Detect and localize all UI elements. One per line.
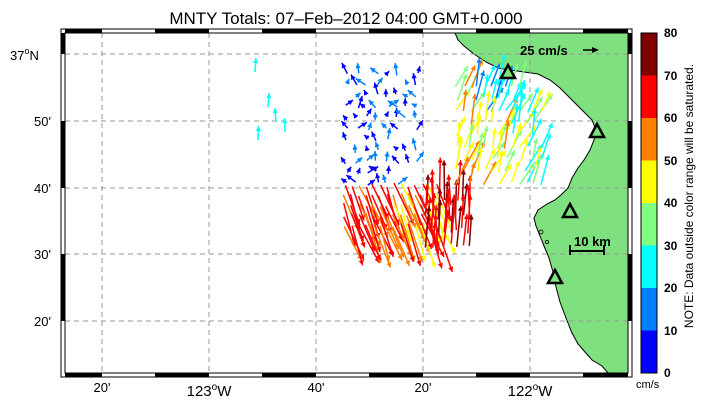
colorbar-tick: 70 <box>664 69 678 83</box>
colorbar-tick: 40 <box>664 196 678 210</box>
colorbar-tick: 0 <box>664 366 671 380</box>
lon-label-122w: 122oW <box>508 382 554 400</box>
colorbar-segment <box>641 203 657 246</box>
map-title: MNTY Totals: 07–Feb–2012 04:00 GMT+0.000 <box>169 9 522 28</box>
colorbar-tick: 30 <box>664 239 678 253</box>
colorbar-tick-labels: 0 10 20 30 40 50 60 70 80 <box>664 26 678 380</box>
colorbar-tick: 60 <box>664 111 678 125</box>
lon-label-40w: 40' <box>308 380 325 395</box>
colorbar-segment <box>641 76 657 119</box>
scale-bar-label: 10 km <box>574 234 611 249</box>
colorbar-tick: 10 <box>664 324 678 338</box>
lon-label-20w-2: 20' <box>415 380 432 395</box>
colorbar-tick: 50 <box>664 154 678 168</box>
lon-label-123w: 123oW <box>187 382 233 400</box>
colorbar-tick: 20 <box>664 281 678 295</box>
colorbar-tick: 80 <box>664 26 678 40</box>
colorbar-segment <box>641 118 657 161</box>
lon-label-20w: 20' <box>94 380 111 395</box>
colorbar-segment <box>641 331 657 374</box>
colorbar-segment <box>641 33 657 76</box>
colorbar-unit: cm/s <box>636 379 660 391</box>
colorbar <box>641 33 657 373</box>
colorbar-segment <box>641 288 657 331</box>
lat-label-20: 20' <box>34 314 51 329</box>
lat-label-40: 40' <box>34 181 51 196</box>
lat-label-37n: 37oN <box>10 46 39 63</box>
colorbar-segment <box>641 161 657 204</box>
scale-vector-label: 25 cm/s <box>520 43 568 58</box>
colorbar-segment <box>641 246 657 289</box>
lat-label-50: 50' <box>34 114 51 129</box>
lat-label-30: 30' <box>34 247 51 262</box>
colorbar-note: NOTE: Data outside color range will be s… <box>682 64 696 328</box>
